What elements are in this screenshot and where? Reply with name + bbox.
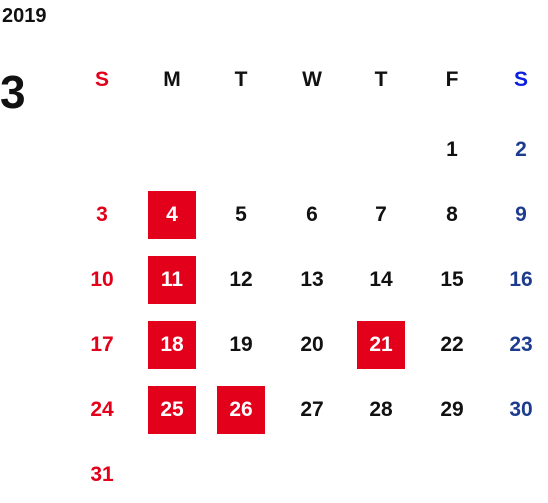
weekday-header: S — [513, 68, 528, 91]
day[interactable]: 24 — [90, 398, 114, 421]
day[interactable]: 6 — [306, 203, 318, 226]
day[interactable]: 27 — [300, 398, 324, 421]
year: 2019 — [2, 5, 47, 27]
day[interactable]: 13 — [300, 268, 324, 291]
highlighted-day[interactable]: 4 — [148, 191, 196, 239]
day[interactable]: 28 — [369, 398, 393, 421]
day[interactable]: 9 — [515, 203, 527, 226]
day[interactable]: 15 — [440, 268, 464, 291]
day[interactable]: 7 — [375, 203, 387, 226]
day[interactable]: 16 — [509, 268, 533, 291]
day[interactable]: 10 — [90, 268, 114, 291]
weekday-header: W — [302, 68, 322, 91]
day[interactable]: 8 — [446, 203, 458, 226]
day[interactable]: 29 — [440, 398, 464, 421]
day[interactable]: 20 — [300, 333, 324, 356]
day[interactable]: 12 — [229, 268, 253, 291]
day[interactable]: 5 — [235, 203, 247, 226]
weekday-header: T — [374, 68, 388, 91]
weekday-header: M — [163, 68, 181, 91]
highlighted-day[interactable]: 18 — [148, 321, 196, 369]
day[interactable]: 17 — [90, 333, 114, 356]
day[interactable]: 19 — [229, 333, 253, 356]
day[interactable]: 31 — [90, 463, 114, 486]
highlighted-day[interactable]: 11 — [148, 256, 196, 304]
weekday-header: T — [234, 68, 248, 91]
day[interactable]: 2 — [515, 138, 527, 161]
day[interactable]: 23 — [509, 333, 533, 356]
day[interactable]: 30 — [509, 398, 533, 421]
day[interactable]: 1 — [446, 138, 458, 161]
highlighted-day[interactable]: 21 — [357, 321, 405, 369]
weekday-header: F — [445, 68, 459, 91]
weekday-header: S — [94, 68, 109, 91]
highlighted-day[interactable]: 26 — [217, 386, 265, 434]
highlighted-day[interactable]: 25 — [148, 386, 196, 434]
day[interactable]: 14 — [369, 268, 393, 291]
day[interactable]: 22 — [440, 333, 464, 356]
day[interactable]: 3 — [96, 203, 108, 226]
month: 3 — [0, 66, 26, 118]
